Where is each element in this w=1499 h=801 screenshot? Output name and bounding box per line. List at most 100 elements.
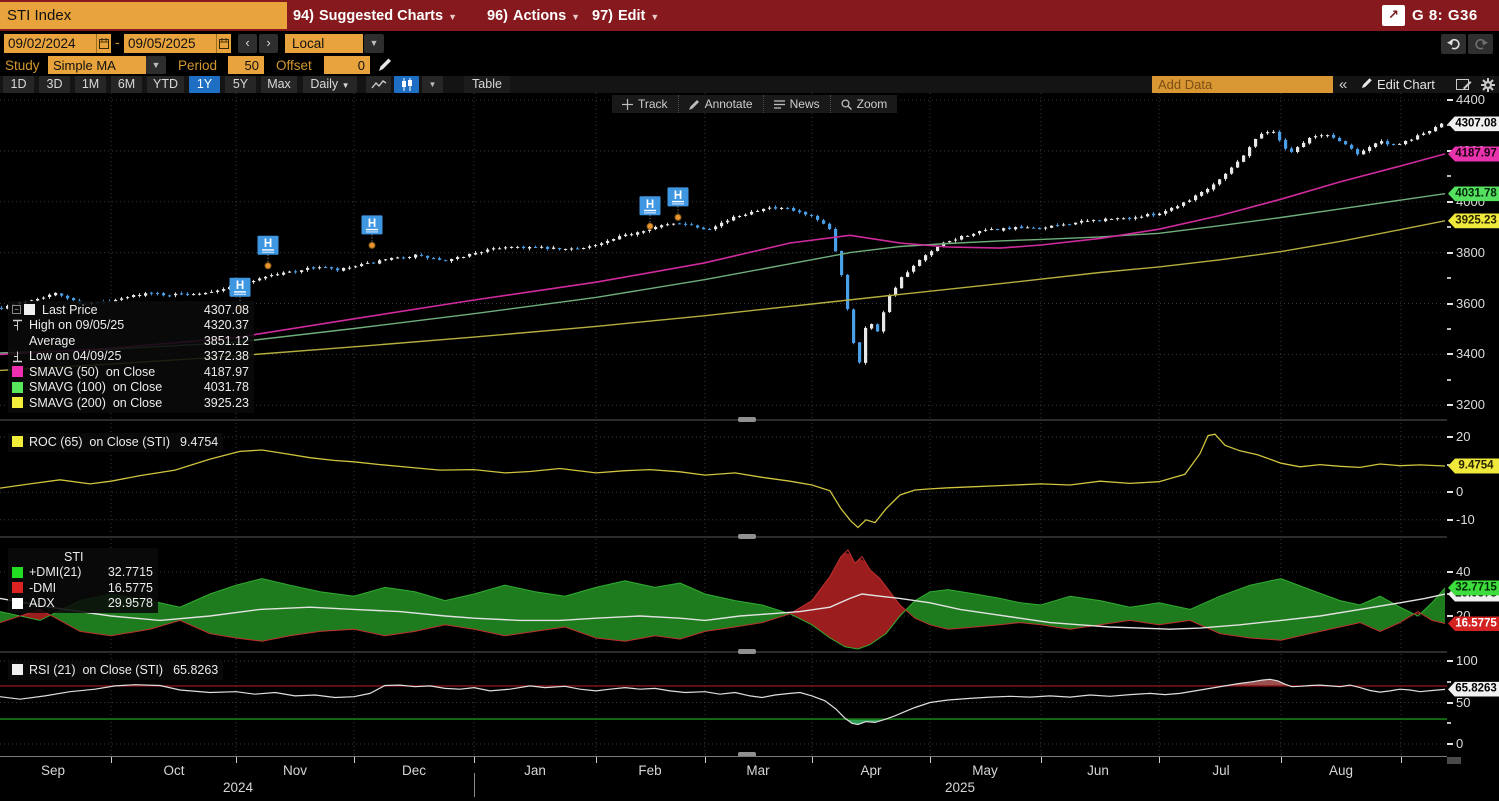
y-axis-label: 3200 bbox=[1456, 397, 1485, 413]
security-field[interactable] bbox=[0, 2, 287, 29]
offset-input[interactable] bbox=[324, 56, 370, 74]
legend-label: +DMI(21) bbox=[29, 565, 82, 580]
track-button[interactable]: Track bbox=[612, 95, 678, 113]
price-legend-row[interactable]: SMAVG (100) on Close 4031.78 bbox=[12, 380, 249, 396]
currency-select[interactable]: Local CCY bbox=[285, 34, 363, 70]
holiday-marker[interactable]: H bbox=[361, 215, 383, 249]
roc-panel-plot[interactable] bbox=[0, 423, 1447, 535]
y-axis-tick bbox=[1447, 660, 1453, 662]
dmi-legend-row[interactable]: -DMI 16.5775 bbox=[12, 580, 153, 596]
price-axis-badge: 4307.08 bbox=[1448, 116, 1499, 132]
price-axis-badge: 4187.97 bbox=[1448, 146, 1499, 162]
panel-resize-handle[interactable] bbox=[738, 417, 756, 422]
date-range-bar: - ‹ › Local CCY ▼ bbox=[0, 31, 1499, 70]
x-axis-month-label: Feb bbox=[638, 763, 662, 778]
y-axis-tick bbox=[1447, 463, 1451, 466]
rsi-axis-badge: 65.8263 bbox=[1448, 681, 1499, 697]
dmi-legend-header: STI bbox=[64, 549, 84, 564]
tab-range-6m[interactable]: 6M bbox=[111, 76, 142, 93]
dmi-legend-row[interactable]: +DMI(21) 32.7715 bbox=[12, 565, 153, 581]
zoom-button[interactable]: Zoom bbox=[829, 95, 898, 113]
minus-dmi-axis-badge: 16.5775 bbox=[1448, 616, 1499, 632]
export-window-icon[interactable]: ↗ bbox=[1382, 5, 1405, 26]
study-select[interactable] bbox=[48, 56, 146, 74]
legend-value: 32.7715 bbox=[107, 565, 153, 580]
menu-edit[interactable]: 97) Edit ▼ bbox=[592, 0, 659, 31]
x-axis-tick bbox=[474, 757, 475, 763]
chevron-down-icon: ▼ bbox=[571, 11, 581, 22]
y-axis-tick bbox=[1447, 302, 1453, 305]
pencil-icon[interactable] bbox=[378, 57, 392, 77]
candle-chart-type-icon[interactable] bbox=[394, 76, 419, 93]
chart-settings-icon[interactable] bbox=[1453, 76, 1475, 93]
tab-range-5y[interactable]: 5Y bbox=[225, 76, 256, 93]
date-to-field[interactable] bbox=[124, 34, 216, 53]
redo-button[interactable] bbox=[1468, 34, 1493, 54]
annotate-pencil-icon bbox=[688, 99, 699, 110]
chart-type-dropdown-icon[interactable]: ▼ bbox=[422, 76, 443, 93]
axis-corner-nub bbox=[1447, 757, 1461, 764]
add-data-input[interactable] bbox=[1152, 76, 1333, 93]
price-legend-row[interactable]: Low on 04/09/25 3372.38 bbox=[12, 349, 249, 365]
x-axis-tick bbox=[236, 757, 237, 763]
prev-period-button[interactable]: ‹ bbox=[238, 34, 257, 53]
y-axis-label: 20 bbox=[1456, 429, 1471, 445]
menu-suggested-charts[interactable]: 94) Suggested Charts ▼ bbox=[293, 0, 457, 31]
chevron-down-icon[interactable]: ▼ bbox=[146, 56, 166, 74]
x-axis-month-label: Mar bbox=[746, 763, 770, 778]
dmi-legend[interactable]: STI +DMI(21) 32.7715 -DMI 16.5775 ADX 29.9578 bbox=[8, 548, 158, 613]
rsi-legend[interactable]: RSI (21) on Close (STI) 65.8263 bbox=[8, 661, 224, 680]
tab-range-3d[interactable]: 3D bbox=[39, 76, 70, 93]
range-toolbar: 1D 3D 1M 6M YTD 1Y 5Y Max Daily ▼ ▼ Tabl… bbox=[0, 76, 1499, 93]
price-legend-row[interactable]: SMAVG (200) on Close 3925.23 bbox=[12, 395, 249, 411]
dmi-panel-plot[interactable] bbox=[0, 539, 1447, 650]
rsi-panel-plot[interactable] bbox=[0, 654, 1447, 756]
annotate-button[interactable]: Annotate bbox=[677, 95, 763, 113]
series-swatch bbox=[12, 381, 23, 393]
y-axis-tick bbox=[1447, 277, 1451, 280]
legend-value: 4031.78 bbox=[203, 380, 249, 395]
chevron-down-icon[interactable]: ▼ bbox=[364, 34, 384, 53]
edit-chart-button[interactable]: Edit Chart bbox=[1361, 76, 1435, 93]
dmi-legend-row[interactable]: ADX 29.9578 bbox=[12, 596, 153, 612]
panel-resize-handle[interactable] bbox=[738, 534, 756, 539]
tab-range-1m[interactable]: 1M bbox=[75, 76, 106, 93]
gear-icon[interactable] bbox=[1478, 76, 1498, 93]
holiday-marker[interactable]: H bbox=[639, 196, 661, 230]
menu-number: 94) bbox=[293, 7, 314, 24]
next-period-button[interactable]: › bbox=[259, 34, 278, 53]
undo-button[interactable] bbox=[1441, 34, 1466, 54]
tab-range-ytd[interactable]: YTD bbox=[147, 76, 184, 93]
tab-range-max[interactable]: Max bbox=[261, 76, 297, 93]
price-legend-row[interactable]: − Last Price 4307.08 bbox=[12, 302, 249, 318]
price-legend-row[interactable]: SMAVG (50) on Close 4187.97 bbox=[12, 364, 249, 380]
holiday-marker[interactable]: H bbox=[667, 187, 689, 221]
x-axis-tick bbox=[930, 757, 931, 763]
tab-range-1y[interactable]: 1Y bbox=[189, 76, 220, 93]
holiday-marker[interactable]: H bbox=[257, 235, 279, 270]
news-button[interactable]: News bbox=[762, 95, 830, 113]
menu-label: Suggested Charts bbox=[318, 7, 444, 24]
legend-collapse-icon[interactable]: − bbox=[12, 305, 21, 315]
frequency-select[interactable]: Daily ▼ bbox=[303, 76, 357, 93]
price-legend-row[interactable]: High on 09/05/25 4320.37 bbox=[12, 318, 249, 334]
calendar-icon[interactable] bbox=[216, 34, 231, 53]
tab-range-1d[interactable]: 1D bbox=[3, 76, 34, 93]
collapse-toolbar-button[interactable]: « bbox=[1339, 76, 1348, 93]
line-chart-type-icon[interactable] bbox=[366, 76, 391, 93]
y-axis-label: 3600 bbox=[1456, 295, 1485, 311]
panel-resize-handle[interactable] bbox=[738, 752, 756, 757]
period-input[interactable] bbox=[228, 56, 264, 74]
date-from-field[interactable] bbox=[4, 34, 96, 53]
roc-legend[interactable]: ROC (65) on Close (STI) 9.4754 bbox=[8, 433, 224, 452]
legend-label: High on 09/05/25 bbox=[29, 318, 125, 333]
table-button[interactable]: Table bbox=[464, 76, 510, 93]
menu-actions[interactable]: 96) Actions ▼ bbox=[487, 0, 580, 31]
x-axis-month-label: Dec bbox=[401, 763, 427, 778]
panel-divider bbox=[0, 649, 1447, 654]
calendar-icon[interactable] bbox=[96, 34, 111, 53]
price-legend-row[interactable]: Average 3851.12 bbox=[12, 333, 249, 349]
legend-label: SMAVG (50) on Close bbox=[29, 364, 156, 379]
panel-resize-handle[interactable] bbox=[738, 649, 756, 654]
